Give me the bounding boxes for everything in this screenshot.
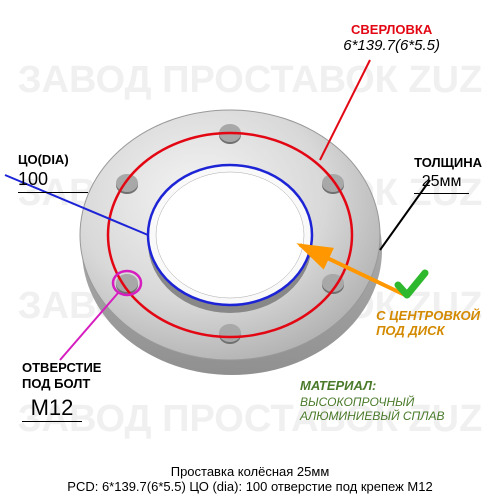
leader-drilling bbox=[320, 60, 370, 160]
checkmark-icon bbox=[398, 273, 425, 295]
leader-bolt bbox=[60, 293, 118, 360]
caption: Проставка колёсная 25мм PCD: 6*139.7(6*5… bbox=[0, 464, 500, 494]
label-dia: ЦО(DIA) 100 bbox=[18, 152, 88, 193]
label-drilling: СВЕРЛОВКА 6*139.7(6*5.5) bbox=[343, 22, 440, 54]
label-thickness: ТОЛЩИНА 25мм bbox=[414, 155, 482, 194]
label-material: МАТЕРИАЛ: ВЫСОКОПРОЧНЫЙ АЛЮМИНИЕВЫЙ СПЛА… bbox=[300, 378, 480, 423]
label-centering: С ЦЕНТРОВКОЙ ПОД ДИСК bbox=[376, 308, 480, 338]
diagram-canvas bbox=[0, 0, 500, 500]
label-bolt: ОТВЕРСТИЕПОД БОЛТ M12 bbox=[22, 360, 101, 422]
